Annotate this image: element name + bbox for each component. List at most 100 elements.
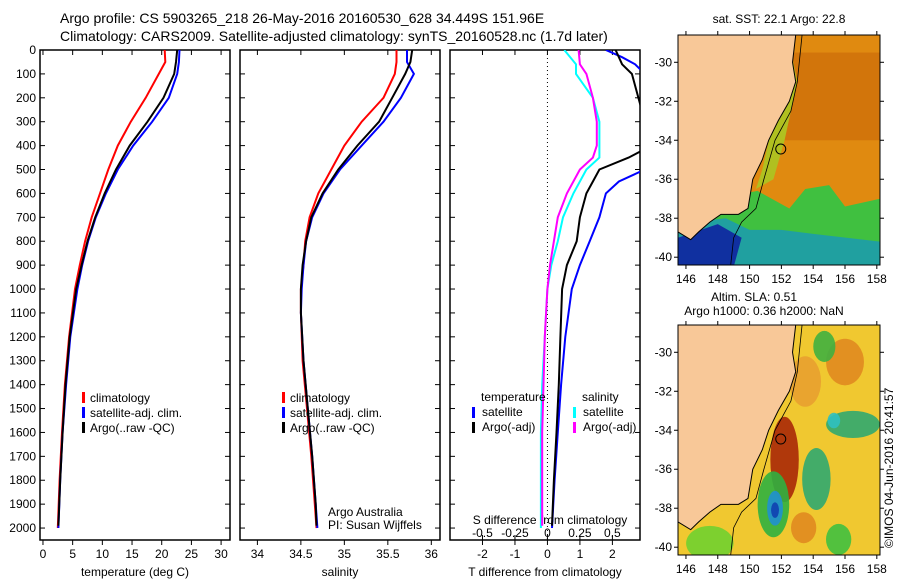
ytick-label: 1500 (9, 402, 36, 416)
title-line2: Climatology: CARS2009. Satellite-adjuste… (60, 28, 608, 44)
xtick-label: 5 (69, 547, 76, 561)
sla-eddy (826, 523, 852, 555)
panel-frame-diff (449, 49, 641, 541)
ytick-label: -36 (655, 462, 673, 476)
ytick-label: -36 (655, 172, 673, 186)
ytick-label: 900 (16, 258, 36, 272)
sla-eddy (791, 512, 817, 544)
series-group (56, 50, 181, 529)
legend-swatch (82, 392, 85, 403)
ytick-label: -38 (655, 211, 673, 225)
xtick2-label: -0.5 (472, 526, 493, 540)
xtick-label: 152 (771, 562, 791, 576)
annotation-text: PI: Susan Wijffels (328, 518, 422, 532)
legend-label: climatology (290, 391, 350, 405)
xtick-label: 10 (96, 547, 110, 561)
map-frame (677, 34, 881, 266)
sla-eddy (802, 447, 831, 511)
sla-eddy (827, 412, 841, 429)
map-subtitle: Argo h1000: 0.36 h2000: NaN (684, 304, 843, 318)
ytick-label: 200 (16, 91, 36, 105)
xtick-label: 0 (544, 547, 551, 561)
ytick-label: 800 (16, 234, 36, 248)
ytick-label: -30 (655, 55, 673, 69)
ytick-label: 1700 (9, 449, 36, 463)
xtick2-label: 0 (544, 526, 551, 540)
ytick-label: -32 (655, 94, 673, 108)
xtick-label: 148 (708, 272, 728, 286)
ytick-label: 1600 (9, 425, 36, 439)
xtick-label: 2 (609, 547, 616, 561)
map-frame (677, 324, 881, 556)
legend-swatch (472, 422, 475, 433)
ytick-label: -32 (655, 384, 673, 398)
legend-title-salinity: salinity (582, 390, 619, 404)
sla-eddy (813, 330, 836, 362)
legend-label: satellite (583, 405, 624, 419)
map-sla: 146 148 150 152 154 156 158 -30 -32 -34 -36 -38 -40 A… (655, 290, 887, 576)
ytick-label: 300 (16, 115, 36, 129)
xtick-label: 0 (40, 547, 47, 561)
legend-label: Argo(-adj) (482, 420, 535, 434)
ytick-label: 1200 (9, 330, 36, 344)
xtick-label: -2 (477, 547, 488, 561)
xtick2-label: 0.5 (604, 526, 621, 540)
xtick-label: 158 (867, 272, 887, 286)
series-line-satellite-adj-clim- (299, 50, 416, 529)
x2-axis-label: S difference from climatology (473, 513, 628, 527)
xtick-label: 148 (708, 562, 728, 576)
series-line-t-argo-adj- (551, 50, 640, 526)
xtick-label: 1 (577, 547, 584, 561)
legend-swatch (82, 422, 85, 433)
ytick-label: 100 (16, 67, 36, 81)
legend-swatch (573, 407, 576, 418)
xtick2-label: -0.25 (501, 526, 529, 540)
series-group (539, 50, 640, 529)
xtick-label: 36 (425, 547, 439, 561)
title-line1: Argo profile: CS 5903265_218 26-May-2016… (60, 10, 545, 26)
legend-swatch (573, 422, 576, 433)
legend-label: satellite-adj. clim. (90, 406, 182, 420)
legend-label: climatology (90, 391, 150, 405)
ytick-label: 1800 (9, 473, 36, 487)
series-line-argo-raw-qc- (57, 50, 179, 526)
xtick-label: 154 (803, 272, 823, 286)
map-field (678, 325, 880, 555)
ytick-label: 1900 (9, 497, 36, 511)
ytick-label: -40 (655, 540, 673, 554)
legend-label: satellite (482, 405, 523, 419)
ytick-label: 2000 (9, 521, 36, 535)
sla-eddy (826, 338, 864, 386)
ytick-label: 600 (16, 186, 36, 200)
xtick-label: 146 (676, 272, 696, 286)
argo-float-marker (775, 433, 787, 445)
ytick-label: -34 (655, 133, 673, 147)
land (678, 325, 797, 531)
series-line-climatology (56, 50, 167, 529)
ytick-label: 1400 (9, 378, 36, 392)
legend-swatch (472, 407, 475, 418)
xtick-label: 156 (835, 562, 855, 576)
xtick-label: 25 (185, 547, 199, 561)
xtick-label: 154 (803, 562, 823, 576)
series-line-t-satellite (551, 50, 640, 529)
ytick-label: 1100 (10, 306, 36, 320)
ytick-label: -34 (655, 423, 673, 437)
xtick-label: 35 (338, 547, 352, 561)
x-axis-label: T difference from climatology (468, 565, 622, 579)
x-axis-label: salinity (322, 565, 359, 579)
copyright-stamp: ©IMOS 04-Jun-2016 20:41:57 (882, 387, 896, 548)
xtick-label: 15 (125, 547, 139, 561)
map-sst: 146 148 150 152 154 156 158 -30 -32 -34 -36 -38 -40 s… (655, 12, 887, 286)
legend-swatch (282, 422, 285, 433)
ytick-label: 1000 (9, 282, 36, 296)
legend-title-temperature: temperature (481, 390, 546, 404)
ytick-label: -30 (655, 345, 673, 359)
xtick-label: 150 (740, 272, 760, 286)
land (678, 35, 797, 241)
annotation-text: Argo Australia (328, 505, 403, 519)
xtick-label: -1 (510, 547, 521, 561)
xtick-label: 30 (214, 547, 228, 561)
